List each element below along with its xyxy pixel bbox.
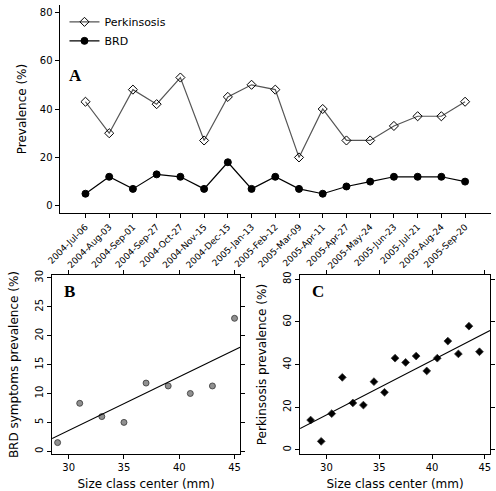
svg-text:BRD symptoms prevalence (%): BRD symptoms prevalence (%) xyxy=(7,271,21,458)
svg-text:2004-Dec-15: 2004-Dec-15 xyxy=(184,222,232,270)
svg-text:35: 35 xyxy=(118,462,131,473)
svg-text:20: 20 xyxy=(34,328,45,341)
svg-text:0: 0 xyxy=(46,200,52,211)
svg-text:2004-Oct-27: 2004-Oct-27 xyxy=(138,222,185,269)
svg-text:2005-Jan-13: 2005-Jan-13 xyxy=(210,222,256,268)
svg-text:0: 0 xyxy=(282,445,293,451)
svg-text:40: 40 xyxy=(282,357,293,370)
svg-text:45: 45 xyxy=(478,462,491,473)
svg-text:Size class center (mm): Size class center (mm) xyxy=(326,477,463,491)
svg-text:Prevalence (%): Prevalence (%) xyxy=(15,64,29,154)
svg-text:20: 20 xyxy=(282,399,293,412)
svg-text:20: 20 xyxy=(40,152,53,163)
svg-text:30: 30 xyxy=(62,462,75,473)
svg-text:40: 40 xyxy=(173,462,186,473)
svg-text:40: 40 xyxy=(40,104,53,115)
svg-text:25: 25 xyxy=(34,299,45,312)
svg-text:30: 30 xyxy=(34,270,45,283)
svg-text:10: 10 xyxy=(34,386,45,399)
svg-text:40: 40 xyxy=(426,462,439,473)
svg-text:2004-Sep-01: 2004-Sep-01 xyxy=(90,222,138,270)
svg-text:60: 60 xyxy=(282,314,293,327)
svg-text:80: 80 xyxy=(282,271,293,284)
svg-text:2005-May-24: 2005-May-24 xyxy=(326,222,375,271)
svg-text:2005-Sep-20: 2005-Sep-20 xyxy=(422,222,470,270)
svg-text:2004-Aug-03: 2004-Aug-03 xyxy=(66,222,114,270)
svg-text:2004-Sep-27: 2004-Sep-27 xyxy=(113,222,161,270)
svg-text:2005-Aug-24: 2005-Aug-24 xyxy=(398,222,446,270)
svg-text:2005-Jun-23: 2005-Jun-23 xyxy=(352,222,398,268)
svg-text:C: C xyxy=(312,282,324,301)
svg-text:2005-Jul-21: 2005-Jul-21 xyxy=(378,222,422,266)
svg-text:0: 0 xyxy=(34,447,45,453)
svg-text:BRD: BRD xyxy=(104,35,128,48)
svg-text:2005-Apr-27: 2005-Apr-27 xyxy=(305,222,351,268)
svg-text:45: 45 xyxy=(228,462,241,473)
svg-text:Size class center (mm): Size class center (mm) xyxy=(77,477,214,491)
svg-text:A: A xyxy=(69,66,82,85)
svg-text:80: 80 xyxy=(40,7,53,18)
svg-text:2005-Mar-09: 2005-Mar-09 xyxy=(256,222,304,270)
svg-text:5: 5 xyxy=(34,418,45,424)
svg-text:30: 30 xyxy=(320,462,333,473)
svg-text:2004-Jul-06: 2004-Jul-06 xyxy=(46,222,90,266)
svg-text:Perkinsosis: Perkinsosis xyxy=(104,16,165,29)
svg-text:B: B xyxy=(64,282,75,301)
svg-text:60: 60 xyxy=(40,55,53,66)
svg-text:15: 15 xyxy=(34,357,45,370)
svg-text:2005-Feb-12: 2005-Feb-12 xyxy=(233,222,280,269)
svg-text:2004-Nov-15: 2004-Nov-15 xyxy=(160,222,208,270)
svg-text:Perkinsosis prevalence (%): Perkinsosis prevalence (%) xyxy=(255,284,269,445)
svg-text:35: 35 xyxy=(373,462,386,473)
svg-text:2005-Apr-11: 2005-Apr-11 xyxy=(281,222,327,268)
